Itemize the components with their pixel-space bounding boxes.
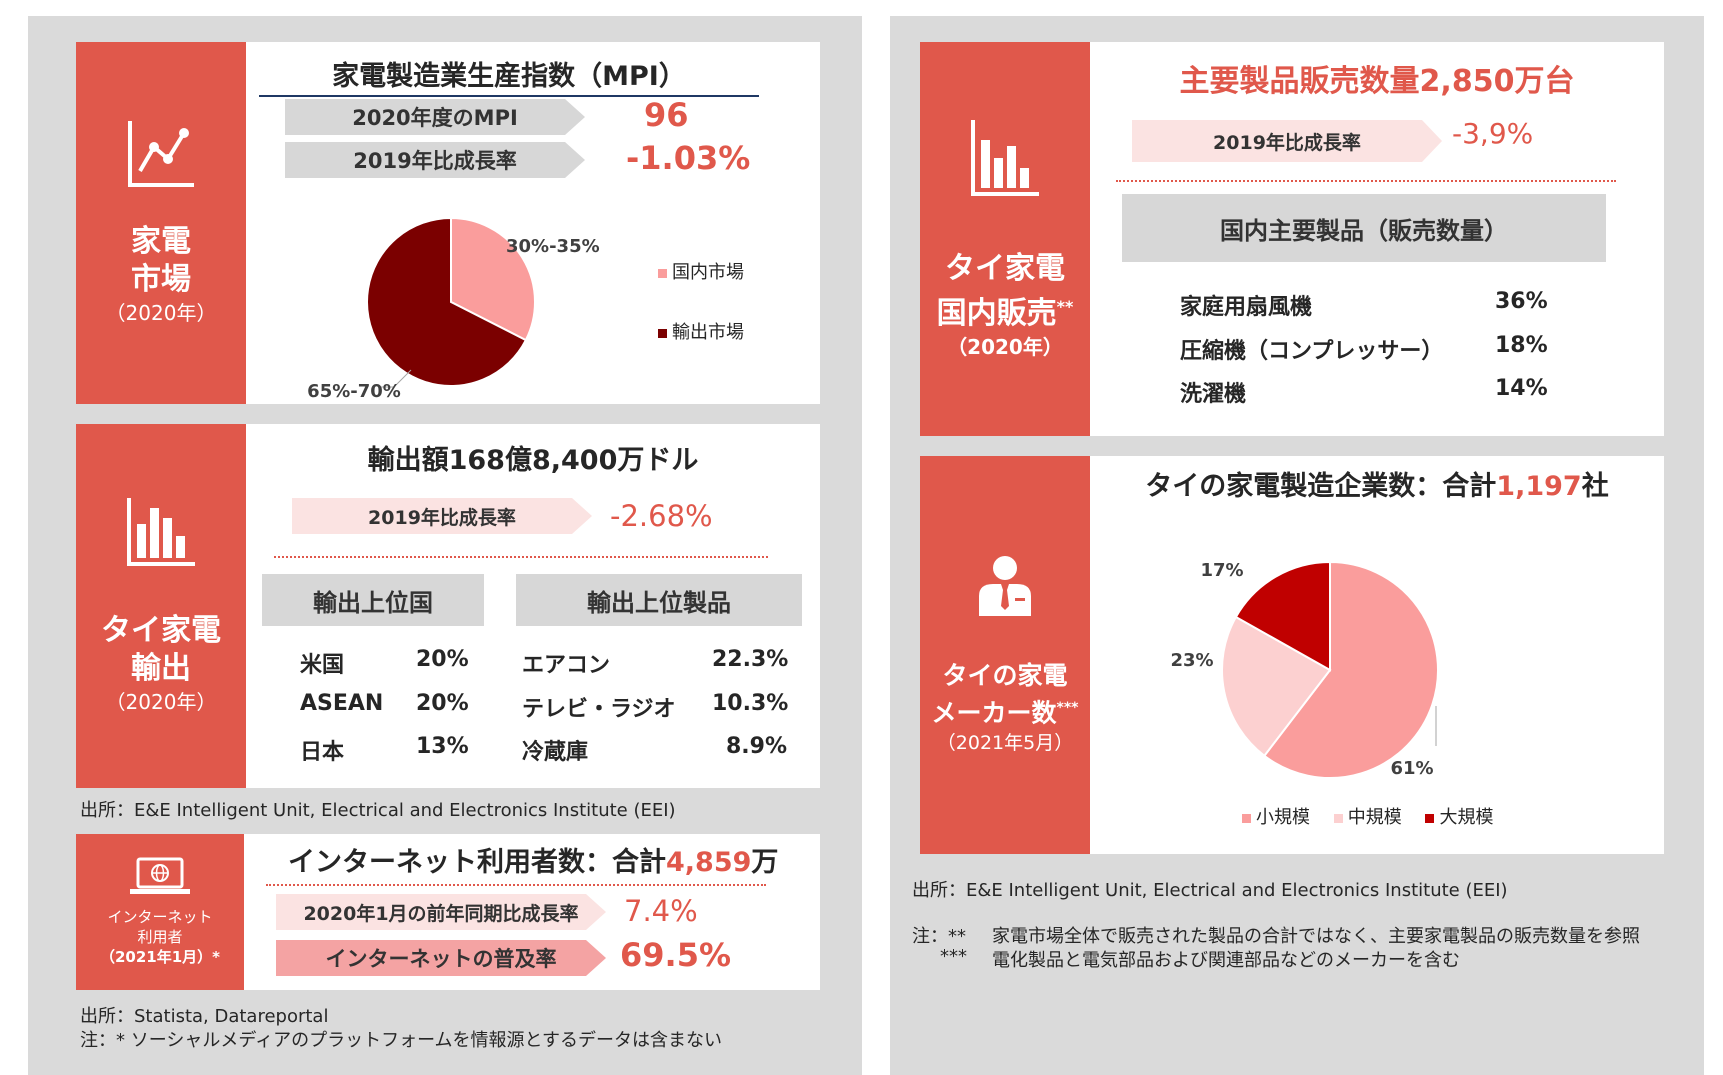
makers-side-title-1: タイの家電 — [942, 661, 1068, 691]
makers-pie-slice-2 — [1221, 615, 1332, 758]
businessman-icon — [979, 556, 1031, 617]
sales-product-2-name: 圧縮機（コンプレッサー） — [1180, 339, 1444, 364]
product-3-name: 冷蔵庫 — [522, 740, 589, 765]
makers-pie-slice-1 — [1262, 560, 1439, 779]
country-2-name: ASEAN — [300, 691, 384, 716]
right-note-text-2: 電化製品と電気部品および関連部品などのメーカーを含む — [992, 950, 1460, 971]
export-side-title-1: タイ家電 — [101, 613, 221, 648]
internet-penetration-value: 69.5% — [620, 936, 732, 974]
market-growth-value: -1.03% — [626, 139, 751, 177]
internet-side-line-1: インターネット — [107, 908, 213, 926]
makers-title: タイの家電製造企業数：合計1,197社 — [1145, 471, 1609, 502]
makers-side-sub: （2021年5月） — [936, 731, 1074, 754]
right-source: 出所：E&E Intelligent Unit, Electrical and … — [912, 880, 1508, 901]
product-1-name: エアコン — [522, 653, 611, 678]
export-growth-value: -2.68% — [610, 499, 713, 533]
makers-legend: 小規模 中規模 大規模 — [1242, 803, 1493, 829]
market-side-title-2: 市場 — [131, 262, 191, 297]
market-title: 家電製造業生産指数（MPI） — [259, 54, 759, 97]
sales-product-3-name: 洗濯機 — [1180, 382, 1247, 407]
internet-growth-label: 2020年1月の前年同期比成長率 — [276, 894, 606, 930]
export-side-title-2: 輸出 — [131, 651, 191, 686]
sales-divider — [1116, 180, 1616, 182]
sales-product-3-value: 14% — [1495, 376, 1548, 401]
export-card: タイ家電 輸出 （2020年） 輸出額168億8,400万ドル 2019年比成長… — [76, 424, 820, 788]
market-pie-leader-2 — [381, 369, 412, 388]
sales-card: タイ家電 国内販売** （2020年） 主要製品販売数量2,850万台 2019… — [920, 42, 1664, 436]
country-3-name: 日本 — [300, 740, 345, 765]
market-legend-export: 輸出市場 — [658, 318, 744, 344]
export-title: 輸出額168億8,400万ドル — [367, 445, 699, 476]
country-2-value: 20% — [416, 691, 469, 716]
internet-side-line-3: （2021年1月）* — [99, 948, 221, 966]
makers-legend-large: 大規模 — [1425, 807, 1493, 828]
internet-growth-value: 7.4% — [624, 894, 698, 928]
internet-title: インターネット利用者数：合計4,859万 — [288, 847, 779, 878]
sales-product-2-value: 18% — [1495, 333, 1548, 358]
makers-legend-medium: 中規模 — [1333, 807, 1402, 828]
market-side-sub: （2020年） — [105, 301, 217, 325]
sales-title: 主要製品販売数量2,850万台 — [1179, 64, 1575, 99]
market-pie-label-1: 30%-35% — [506, 236, 600, 257]
market-card: 家電 市場 （2020年） 家電製造業生産指数（MPI） 2020年度のMPI … — [76, 42, 820, 404]
export-growth-label: 2019年比成長率 — [292, 498, 592, 534]
internet-penetration-label: インターネットの普及率 — [276, 940, 606, 976]
export-side: タイ家電 輸出 （2020年） — [76, 424, 246, 788]
market-growth-label: 2019年比成長率 — [285, 142, 585, 178]
product-2-name: テレビ・ラジオ — [522, 697, 676, 722]
market-pie-chart: 30%-35% 65%-70% — [307, 216, 600, 402]
laptop-globe-icon — [130, 857, 190, 894]
line-chart-icon — [128, 121, 194, 187]
mpi-label: 2020年度のMPI — [285, 99, 585, 135]
makers-pie-slice-3 — [1234, 560, 1331, 672]
sales-product-1-value: 36% — [1495, 289, 1548, 314]
makers-pie-label-2: 23% — [1170, 650, 1213, 671]
makers-pie-chart: 61% 23% 17% — [1170, 560, 1439, 779]
bar-chart-icon — [127, 498, 195, 566]
makers-card: タイの家電 メーカー数*** （2021年5月） タイの家電製造企業数：合計1,… — [920, 456, 1664, 854]
market-side: 家電 市場 （2020年） — [76, 42, 246, 404]
export-side-sub: （2020年） — [105, 690, 217, 714]
sales-growth-label: 2019年比成長率 — [1132, 120, 1442, 162]
market-side-title-1: 家電 — [131, 224, 191, 259]
country-1-name: 米国 — [300, 653, 345, 678]
export-divider — [274, 556, 768, 558]
right-note-mark-2: *** — [940, 946, 967, 967]
internet-divider — [266, 884, 766, 886]
country-3-value: 13% — [416, 734, 469, 759]
market-pie-label-2: 65%-70% — [307, 381, 401, 402]
market-pie-slice-2 — [366, 216, 528, 387]
sales-side-title-1: タイ家電 — [945, 250, 1065, 286]
sales-side-sub: （2020年） — [947, 334, 1063, 359]
internet-side: インターネット 利用者 （2021年1月）* — [76, 834, 244, 990]
right-note-text-1: 家電市場全体で販売された製品の合計ではなく、主要家電製品の販売数量を参照 — [992, 926, 1640, 947]
sales-growth-value: -3,9% — [1452, 117, 1534, 150]
makers-pie-label-1: 61% — [1390, 758, 1433, 779]
mpi-value: 96 — [644, 96, 689, 134]
makers-pie-label-3: 17% — [1200, 560, 1243, 581]
sales-side-title-2: 国内販売** — [936, 295, 1074, 331]
makers-side: タイの家電 メーカー数*** （2021年5月） — [920, 456, 1090, 854]
makers-legend-small: 小規模 — [1242, 807, 1310, 828]
countries-header: 輸出上位国 — [262, 574, 484, 626]
left-source-1: 出所：E&E Intelligent Unit, Electrical and … — [80, 800, 676, 821]
market-pie-slice-1 — [450, 216, 536, 342]
product-3-value: 8.9% — [726, 734, 788, 759]
bar-chart-icon — [971, 119, 1039, 196]
sales-products-header: 国内主要製品（販売数量） — [1122, 194, 1606, 262]
left-note-2: 注：* ソーシャルメディアのプラットフォームを情報源とするデータは含まない — [80, 1030, 723, 1051]
product-1-value: 22.3% — [712, 647, 789, 672]
right-note-mark-1: 注：** — [912, 926, 966, 947]
internet-side-line-2: 利用者 — [137, 928, 183, 946]
products-header: 輸出上位製品 — [516, 574, 802, 626]
country-1-value: 20% — [416, 647, 469, 672]
market-legend-domestic: 国内市場 — [658, 258, 744, 284]
sales-side: タイ家電 国内販売** （2020年） — [920, 42, 1090, 436]
makers-side-title-2: メーカー数*** — [931, 698, 1079, 728]
product-2-value: 10.3% — [712, 691, 789, 716]
sales-product-1-name: 家庭用扇風機 — [1180, 295, 1313, 320]
left-source-2: 出所：Statista, Datareportal — [80, 1006, 329, 1027]
internet-card: インターネット 利用者 （2021年1月）* インターネット利用者数：合計4,8… — [76, 834, 820, 990]
